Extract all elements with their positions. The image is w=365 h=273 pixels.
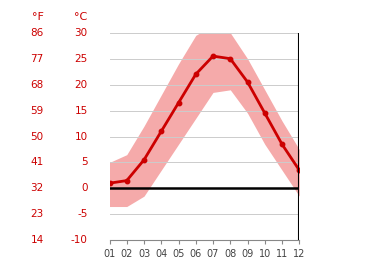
- Text: 30: 30: [74, 28, 88, 38]
- Text: 86: 86: [31, 28, 44, 38]
- Text: 68: 68: [31, 80, 44, 90]
- Text: -5: -5: [77, 209, 88, 219]
- Text: 59: 59: [31, 106, 44, 115]
- Text: °F: °F: [32, 12, 44, 22]
- Text: -10: -10: [71, 235, 88, 245]
- Text: 77: 77: [31, 54, 44, 64]
- Text: 14: 14: [31, 235, 44, 245]
- Text: 32: 32: [31, 183, 44, 193]
- Text: 10: 10: [74, 132, 88, 141]
- Text: 15: 15: [74, 106, 88, 115]
- Text: 5: 5: [81, 158, 88, 167]
- Text: 41: 41: [31, 158, 44, 167]
- Text: 20: 20: [74, 80, 88, 90]
- Text: 50: 50: [31, 132, 44, 141]
- Text: °C: °C: [74, 12, 88, 22]
- Text: 0: 0: [81, 183, 88, 193]
- Text: 25: 25: [74, 54, 88, 64]
- Text: 23: 23: [31, 209, 44, 219]
